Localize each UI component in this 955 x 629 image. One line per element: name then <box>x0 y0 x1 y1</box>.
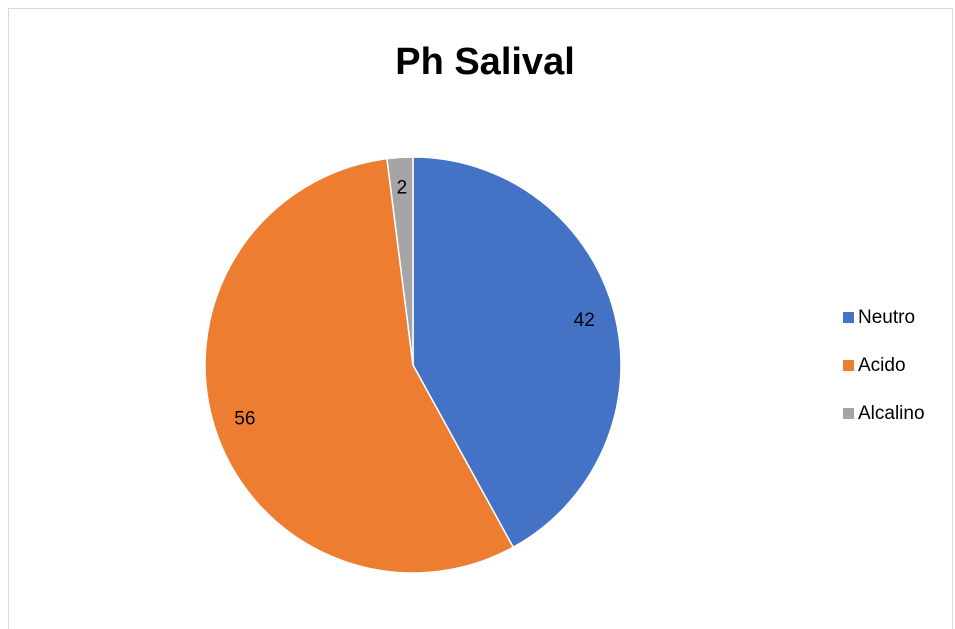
pie-slice <box>386 156 414 366</box>
pie-slice <box>412 156 622 549</box>
legend-label: Acido <box>858 355 906 376</box>
pie-slice <box>204 157 515 574</box>
data-label: 2 <box>397 178 408 199</box>
legend-swatch <box>843 360 854 371</box>
legend-swatch <box>843 408 854 419</box>
legend-label: Neutro <box>858 307 915 328</box>
legend-label: Alcalino <box>858 403 925 424</box>
data-label: 42 <box>574 310 595 331</box>
legend-swatch <box>843 312 854 323</box>
data-label: 56 <box>234 409 255 430</box>
chart-title: Ph Salival <box>395 41 575 83</box>
